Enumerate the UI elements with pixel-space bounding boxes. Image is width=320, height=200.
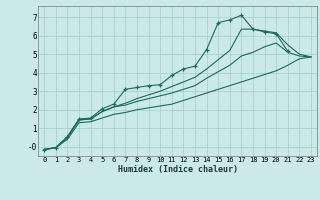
X-axis label: Humidex (Indice chaleur): Humidex (Indice chaleur) — [118, 165, 238, 174]
